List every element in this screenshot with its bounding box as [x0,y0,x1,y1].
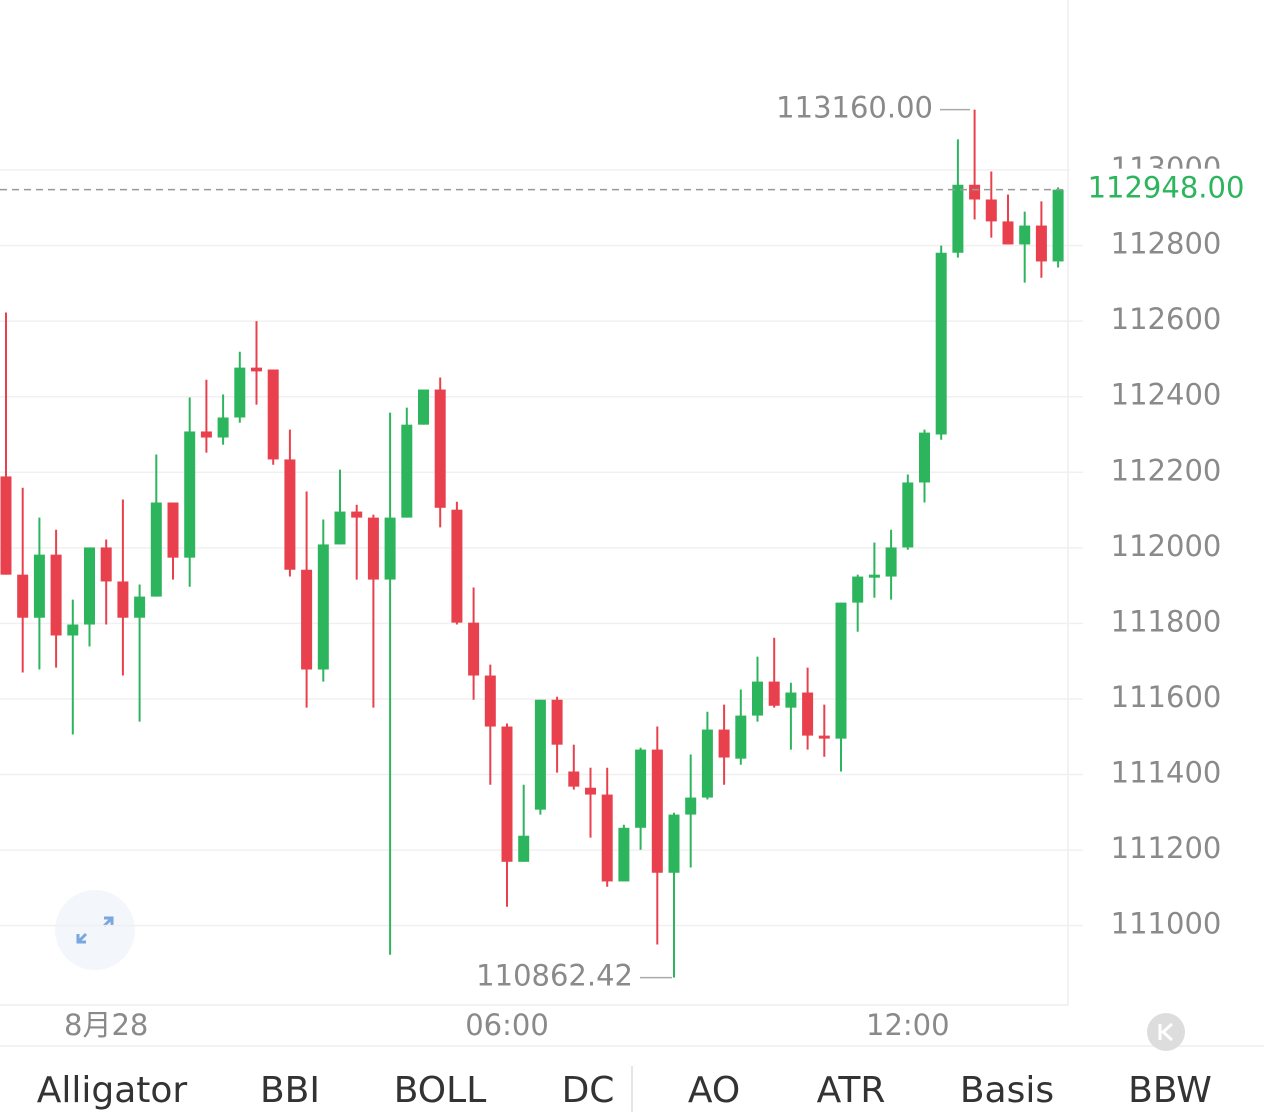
y-tick-label: 111600 [1111,680,1222,714]
max-label: 113160.00 [776,91,933,125]
candle-body [985,199,997,222]
candle-body [484,675,496,727]
indicator-tab[interactable]: Alligator [37,1070,188,1111]
candle-body [384,517,396,580]
indicator-tab[interactable]: BOLL [394,1070,487,1111]
candle-body [418,389,429,425]
candle-body [768,681,780,706]
candle-body [802,692,814,736]
candle-body [301,569,313,670]
candle-body [167,502,179,558]
y-tick-label: 112000 [1111,529,1222,563]
candle-body [334,511,346,545]
indicator-tab[interactable]: BBW [1128,1070,1212,1111]
candle-body [200,431,212,438]
candle-body [468,622,480,676]
candle-body [919,432,930,483]
candle-body [1019,225,1031,245]
candle-body [1002,221,1014,245]
candle-body [67,624,79,636]
candle-body [251,367,262,372]
candle-body [267,369,279,460]
candle-body [952,184,964,253]
last-price-label: 112948.00 [1088,171,1245,205]
x-tick-label: 8月28 [64,1008,148,1042]
indicator-tab[interactable]: ATR [817,1070,886,1111]
candle-body [134,596,146,618]
candle-body [534,699,546,810]
candle-body [50,554,62,636]
indicator-tab[interactable]: BBI [260,1070,320,1111]
x-tick-label: 06:00 [465,1008,549,1042]
candle-body [367,517,379,580]
candle-body [585,787,596,795]
candle-body [1035,225,1047,262]
indicator-tab[interactable]: AO [688,1070,740,1111]
candle-body [701,729,713,798]
candle-body [902,482,914,548]
candle-body [852,576,864,603]
candle-body [501,726,513,862]
candle-body [785,692,797,708]
candle-body [351,511,363,518]
candle-body [117,581,129,618]
y-tick-label: 111800 [1111,604,1222,638]
candle-body [868,574,880,578]
candle-body [184,431,196,558]
candle-body [618,827,630,882]
candle-body [17,574,29,618]
candle-body [635,749,647,828]
candle-body [718,729,730,758]
candle-body [33,554,45,618]
candle-body [735,715,747,759]
candle-body [518,835,530,862]
candle-body [0,476,12,575]
candle-body [551,699,563,745]
candle-body [969,184,981,200]
candle-body [234,367,246,418]
candle-body [1052,189,1064,262]
candle-body [568,771,580,787]
candle-body [100,547,112,582]
candle-body [935,252,947,435]
y-tick-label: 112800 [1111,227,1222,261]
candle-body [651,749,663,873]
logo-button[interactable] [1147,1013,1185,1051]
indicator-tab[interactable]: DC [562,1070,615,1111]
x-tick-label: 12:00 [866,1008,950,1042]
candle-body [752,681,763,716]
y-tick-label: 112400 [1111,378,1222,412]
candle-body [668,814,680,873]
y-tick-label: 111200 [1111,831,1222,865]
y-tick-label: 111400 [1111,756,1222,790]
y-tick-label: 112600 [1111,302,1222,336]
y-tick-label: 112200 [1111,453,1222,487]
candle-body [84,547,95,625]
min-label: 110862.42 [476,959,633,993]
expand-button[interactable] [55,890,135,970]
candle-body [284,459,296,570]
last-price-box [1070,168,1264,211]
candle-body [401,424,413,518]
candle-body [685,797,697,815]
candle-body [434,389,446,508]
candle-body [317,544,329,670]
candle-body [818,735,830,739]
indicator-tab[interactable]: Basis [960,1070,1054,1111]
candle-body [217,417,229,438]
candle-body [601,794,613,882]
y-tick-label: 111000 [1111,907,1222,941]
candle-body [835,602,847,739]
candle-body [885,547,897,577]
candle-body [150,502,162,597]
candle-body [451,509,463,623]
